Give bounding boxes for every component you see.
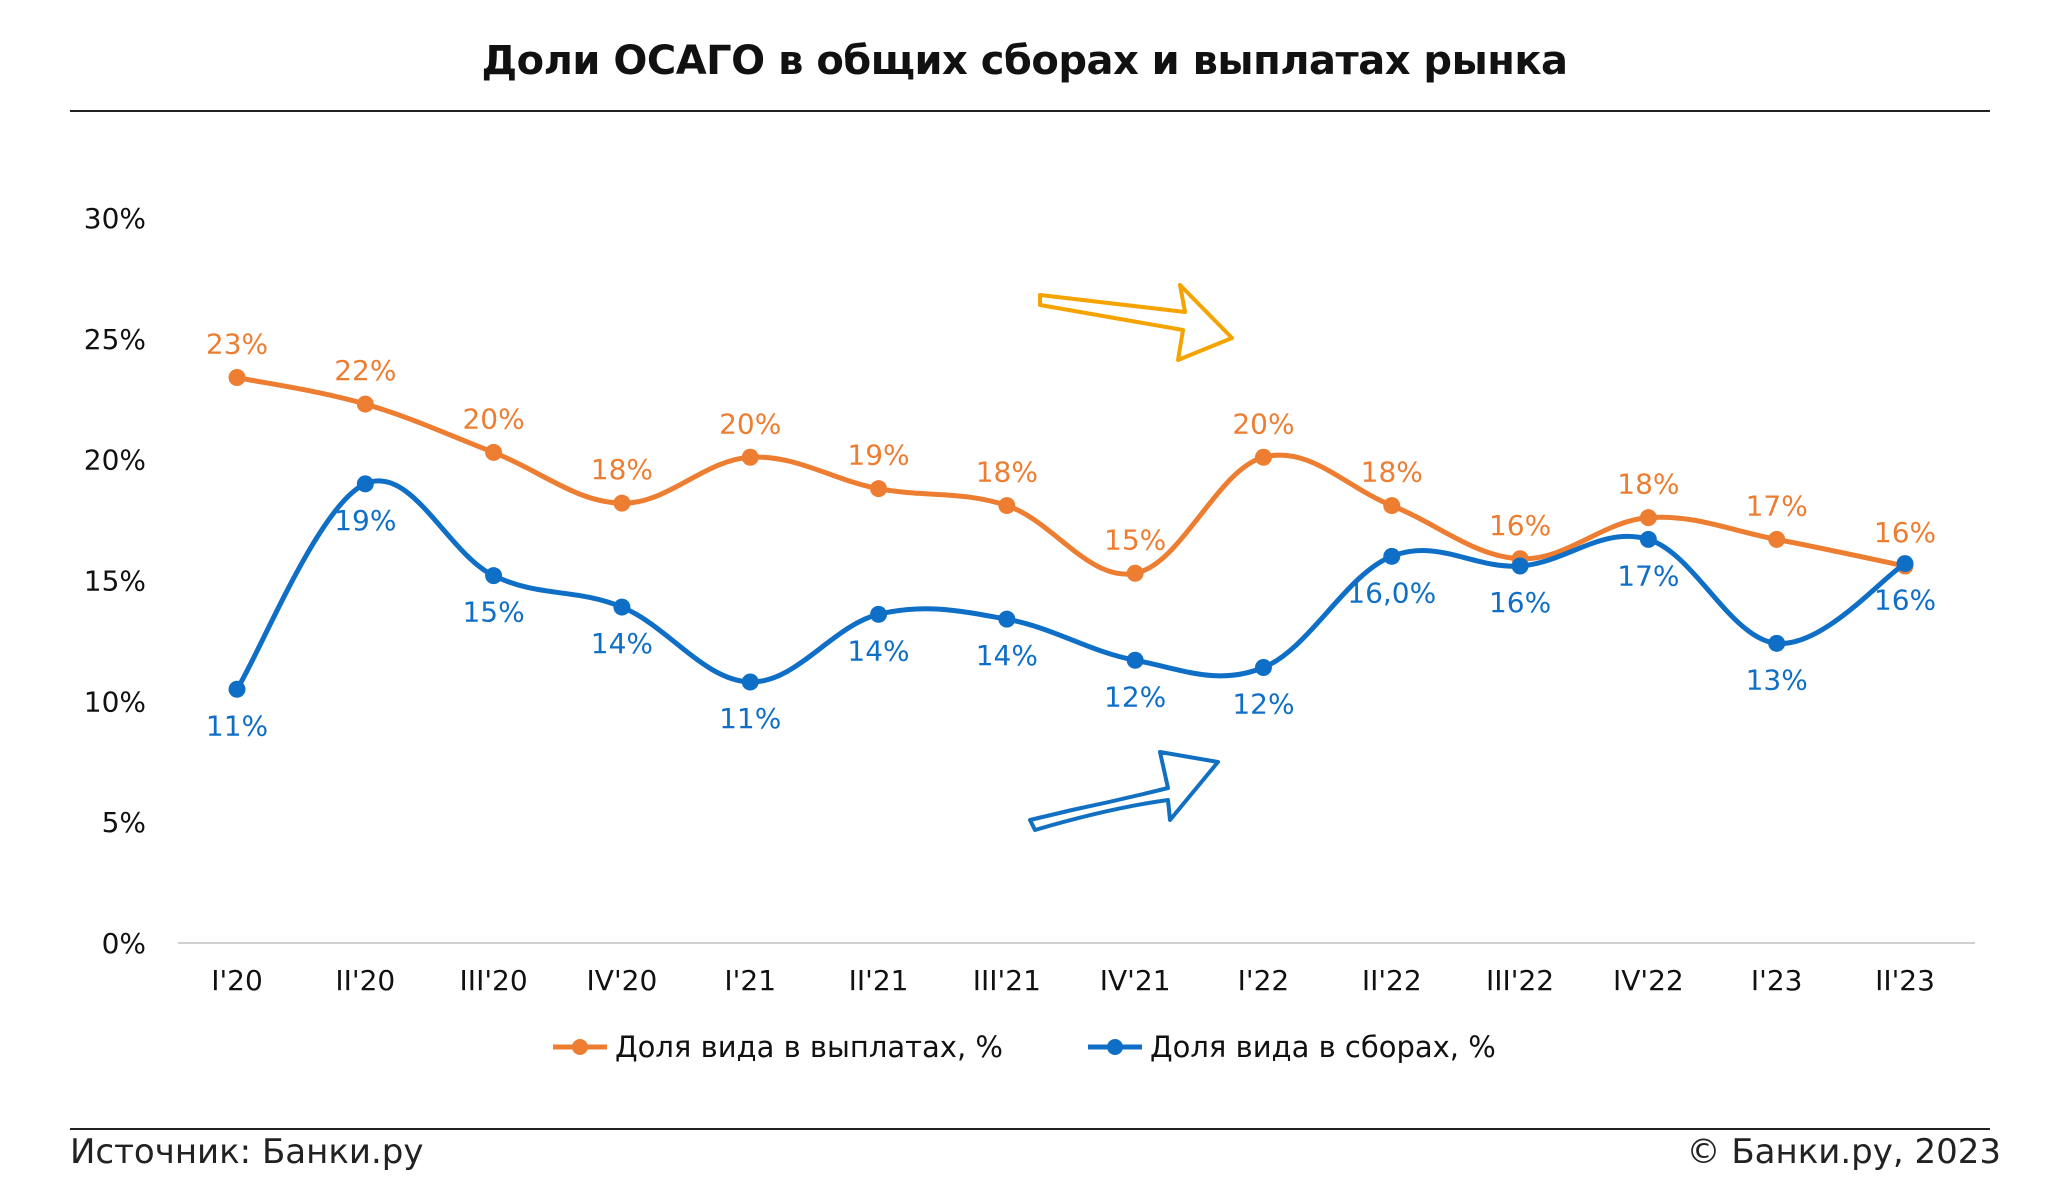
y-tick-label: 5% [102,806,146,839]
series-layer [228,369,1914,698]
data-label-collections: 15% [462,596,524,629]
legend-label-payouts: Доля вида в выплатах, % [615,1030,1003,1064]
x-tick-label: III'22 [1486,964,1554,997]
data-label-payouts: 15% [1104,523,1166,556]
y-tick-label: 25% [84,323,146,356]
data-point-payouts [228,369,246,386]
copyright-note: © Банки.ру, 2023 [1686,1132,2001,1172]
data-point-payouts [1254,448,1272,466]
x-tick-label: I'23 [1751,964,1803,997]
data-label-payouts: 23% [206,328,268,361]
series-line-collections [234,478,1908,692]
data-label-collections: 11% [206,709,268,742]
y-tick-label: 15% [84,565,146,598]
data-label-collections: 11% [719,702,781,735]
x-tick-label: I'22 [1238,964,1290,997]
data-label-payouts: 18% [1361,456,1423,489]
x-tick-label: I'21 [724,964,776,997]
y-tick-label: 30% [84,202,146,235]
data-point-collections [1639,530,1657,548]
trend-arrow-right-icon [1038,283,1234,362]
data-point-collections [1126,651,1144,669]
data-point-collections [1511,557,1529,575]
x-tick-label: IV'20 [587,964,658,997]
data-point-payouts [1639,509,1657,527]
x-tick-label: III'20 [460,964,528,997]
data-label-payouts: 16% [1489,509,1551,542]
data-point-collections [870,605,888,623]
trend-arrow-up-right-icon [1028,750,1220,832]
data-point-payouts [1768,530,1786,548]
data-label-collections: 12% [1104,680,1166,713]
data-point-payouts [870,480,888,498]
x-tick-label: III'21 [973,964,1041,997]
x-tick-label: II'23 [1875,964,1935,997]
y-tick-label: 0% [102,927,146,960]
data-label-payouts: 20% [1232,407,1294,440]
legend-label-collections: Доля вида в сборах, % [1150,1030,1496,1064]
data-point-payouts [998,497,1016,515]
data-point-collections [356,475,374,493]
title-divider [70,110,1990,112]
data-label-collections: 14% [976,639,1038,672]
legend: Доля вида в выплатах, % Доля вида в сбор… [553,1030,1496,1064]
data-labels: 23% 22% 20% 18% 20% 19% 18% 15% 20% 18% 16% 18% 17% 1… [206,328,1936,743]
data-point-payouts [356,395,374,413]
data-point-payouts [1126,564,1144,582]
data-point-collections [741,673,759,691]
data-label-payouts: 17% [1746,489,1808,522]
source-note: Источник: Банки.ру [70,1132,424,1172]
y-tick-label: 10% [84,685,146,718]
data-label-payouts: 20% [462,402,524,435]
data-point-payouts [485,443,503,461]
data-label-collections: 16% [1874,584,1936,617]
footer-divider [70,1128,1990,1130]
data-point-collections [613,598,631,616]
x-tick-label: II'21 [849,964,909,997]
data-label-collections: 13% [1746,663,1808,696]
series-line-payouts [234,375,1908,577]
data-point-collections [228,680,246,698]
data-point-collections [1254,659,1272,676]
data-point-payouts [741,448,759,466]
chart-title: Доли ОСАГО в общих сборах и выплатах рын… [481,38,1568,84]
y-tick-label: 20% [84,444,146,477]
data-label-payouts: 18% [1617,468,1679,501]
x-tick-label: II'22 [1362,964,1422,997]
x-axis: I'20 II'20 III'20 IV'20 I'21 II'21 III'21 IV'21… [178,942,1975,997]
data-label-collections: 16% [1489,586,1551,619]
data-point-payouts [1383,497,1401,515]
data-label-payouts: 18% [976,456,1038,489]
data-label-payouts: 20% [719,407,781,440]
data-point-collections [998,610,1016,628]
data-label-payouts: 22% [334,354,396,387]
data-point-collections [1383,547,1401,565]
data-label-collections: 12% [1232,688,1294,721]
data-label-payouts: 18% [591,453,653,486]
data-point-collections [1896,555,1914,573]
x-tick-label: IV'21 [1100,964,1171,997]
legend-item-collections: Доля вида в сборах, % [1088,1030,1496,1064]
data-point-collections [485,567,503,585]
y-axis: 0% 5% 10% 15% 20% 25% 30% [84,202,146,960]
data-label-collections: 14% [847,634,909,667]
data-point-payouts [613,494,631,512]
data-label-payouts: 16% [1874,516,1936,549]
x-tick-label: II'20 [335,964,395,997]
data-label-collections: 16,0% [1347,576,1436,609]
line-chart: 0% 5% 10% 15% 20% 25% 30% I'20 II'20 III'20 IV'20… [84,202,1975,1064]
data-point-collections [1768,634,1786,652]
data-label-collections: 17% [1617,559,1679,592]
data-label-collections: 19% [334,504,396,537]
legend-item-payouts: Доля вида в выплатах, % [553,1030,1003,1064]
data-label-payouts: 19% [847,439,909,472]
data-label-collections: 14% [591,627,653,660]
x-tick-label: I'20 [211,964,263,997]
x-tick-label: IV'22 [1613,964,1684,997]
